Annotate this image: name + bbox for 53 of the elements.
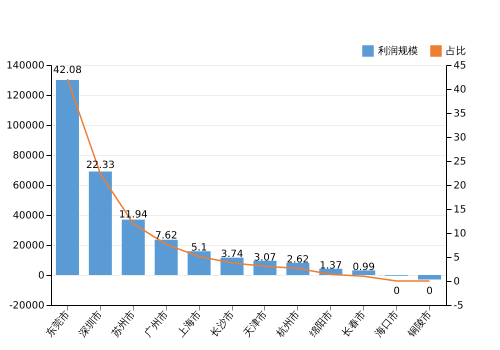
y2-tick-label: 5 xyxy=(454,252,460,264)
x-tick-label: 长沙市 xyxy=(208,308,237,340)
y2-tick-label: 35 xyxy=(454,108,466,120)
x-tick-label: 铜陵市 xyxy=(405,308,434,340)
x-tick-label: 东莞市 xyxy=(44,308,72,340)
y2-tick-label: 10 xyxy=(454,228,466,240)
y2-tick-label: 40 xyxy=(454,84,466,96)
bar xyxy=(418,275,442,280)
y-tick-label: 40000 xyxy=(12,210,44,222)
legend-label: 占比 xyxy=(446,45,466,57)
x-tick-label: 广州市 xyxy=(142,308,171,340)
y-tick-label: 140000 xyxy=(6,60,44,72)
data-label: 3.07 xyxy=(254,252,276,264)
bar xyxy=(56,80,79,275)
x-tick-label: 绵阳市 xyxy=(306,308,336,340)
data-label: 5.1 xyxy=(191,242,208,254)
data-label: 7.62 xyxy=(155,230,178,242)
x-tick-label: 长春市 xyxy=(340,308,368,340)
y-tick-label: 0 xyxy=(38,270,44,282)
line-series xyxy=(66,78,430,282)
y-tick-label: 20000 xyxy=(12,240,44,252)
y2-tick-label: 30 xyxy=(454,132,466,144)
y2-tick-label: 15 xyxy=(454,204,466,216)
bar xyxy=(122,220,145,275)
data-label: 42.08 xyxy=(53,65,82,76)
data-label: 3.74 xyxy=(220,249,244,260)
data-label: 1.37 xyxy=(320,260,342,272)
y2-tick-label: 25 xyxy=(454,156,466,168)
data-label: 0 xyxy=(393,286,400,297)
y-tick-label: 60000 xyxy=(12,180,44,192)
y-tick-label: 100000 xyxy=(6,120,44,132)
y2-tick-label: 45 xyxy=(454,60,466,72)
x-tick-label: 苏州市 xyxy=(109,308,138,340)
bar xyxy=(154,240,178,275)
x-tick-label: 杭州市 xyxy=(273,308,302,340)
y-tick-label: 120000 xyxy=(6,90,44,102)
data-label: 2.62 xyxy=(286,254,310,266)
x-tick-label: 深圳市 xyxy=(76,308,105,340)
x-tick-label: 上海市 xyxy=(175,308,204,340)
bar xyxy=(352,270,376,275)
bar xyxy=(88,172,112,275)
x-tick-label: 天津市 xyxy=(241,308,270,340)
data-label: 0.99 xyxy=(352,262,375,274)
bar xyxy=(220,258,244,275)
y2-tick-label: 20 xyxy=(454,180,466,192)
legend-label: 利润规模 xyxy=(378,45,418,57)
x-tick-label: 海口市 xyxy=(372,308,402,340)
y2-tick-label: -5 xyxy=(454,300,464,312)
y-tick-label: 80000 xyxy=(12,150,44,162)
bar xyxy=(188,251,211,275)
y-tick-label: -20000 xyxy=(9,300,44,312)
data-label: 0 xyxy=(426,286,433,297)
y2-tick-label: 0 xyxy=(454,276,460,288)
